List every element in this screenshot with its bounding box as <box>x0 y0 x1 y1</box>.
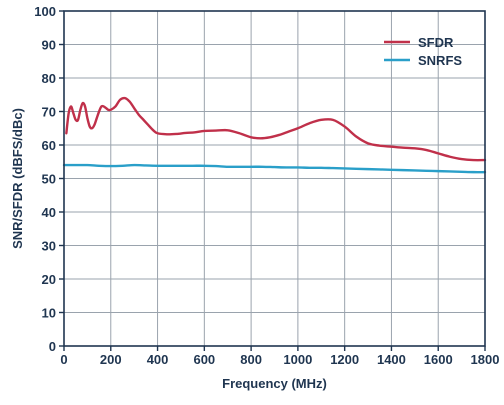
y-tick-label: 70 <box>42 105 56 120</box>
y-tick-label: 50 <box>42 172 56 187</box>
x-axis-title: Frequency (MHz) <box>222 376 327 391</box>
y-tick-label: 40 <box>42 205 56 220</box>
legend: SFDR SNRFS <box>384 35 462 68</box>
y-tick-label: 0 <box>49 339 56 354</box>
series-line-snrfs <box>62 163 487 174</box>
grid <box>64 11 485 346</box>
x-tick-label: 1400 <box>377 352 406 367</box>
x-tick-label: 0 <box>60 352 67 367</box>
series-layer <box>62 96 487 174</box>
y-tick-label: 20 <box>42 272 56 287</box>
y-tick-label: 60 <box>42 138 56 153</box>
x-tick-label: 1600 <box>424 352 453 367</box>
y-tick-label: 30 <box>42 239 56 254</box>
legend-label-snrfs: SNRFS <box>418 53 462 68</box>
y-tick-label: 10 <box>42 306 56 321</box>
x-tick-label: 1200 <box>330 352 359 367</box>
y-tick-label: 80 <box>42 71 56 86</box>
legend-label-sfdr: SFDR <box>418 35 454 50</box>
x-tick-label: 200 <box>100 352 122 367</box>
x-tick-label: 1000 <box>283 352 312 367</box>
x-tick-label: 800 <box>240 352 262 367</box>
y-tick-label: 100 <box>34 4 56 19</box>
x-tick-label: 400 <box>147 352 169 367</box>
x-tick-label: 600 <box>193 352 215 367</box>
y-axis-title: SNR/SFDR (dBFS/dBc) <box>10 108 25 249</box>
axes: 0 200 400 600 800 1000 1200 1400 1600 1800 0 10 20 30… <box>34 4 499 367</box>
y-tick-label: 90 <box>42 38 56 53</box>
x-tick-label: 1800 <box>471 352 500 367</box>
series-line-sfdr <box>65 96 487 162</box>
